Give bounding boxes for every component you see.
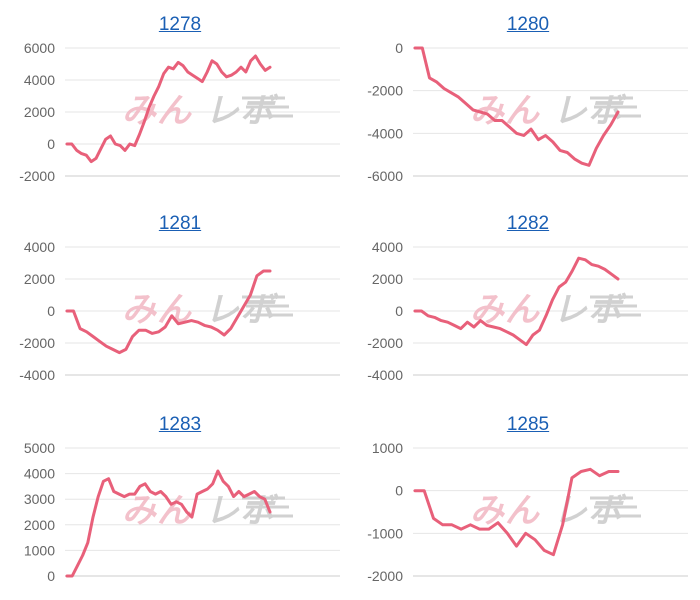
y-tick-label: -2000 <box>367 568 403 584</box>
y-tick-label: 4000 <box>372 239 403 255</box>
y-tick-label: -4000 <box>367 367 403 383</box>
watermark-left-text: みん <box>470 291 540 329</box>
series-line <box>65 269 272 355</box>
y-tick-label: -4000 <box>19 367 55 383</box>
chart-title-link[interactable]: 1278 <box>158 14 202 35</box>
chart-title-link[interactable]: 1285 <box>506 414 550 435</box>
line-chart: 6000 4000 2000 0 -2000 みん レボ <box>19 40 340 184</box>
y-tick-label: 6000 <box>24 40 55 56</box>
y-tick-label: 2000 <box>24 271 55 287</box>
chart-panel-1283: 1283 5000 4000 3000 2000 1000 0 みん レボ <box>10 400 350 595</box>
chart-title-link[interactable]: 1281 <box>158 213 202 234</box>
y-tick-label: 0 <box>47 303 55 319</box>
y-tick-label: 0 <box>47 568 55 584</box>
series-line <box>413 467 620 557</box>
y-tick-label: 1000 <box>372 440 403 456</box>
y-tick-label: 0 <box>395 483 403 499</box>
y-tick-label: -2000 <box>367 83 403 99</box>
series-line <box>413 46 620 167</box>
minrevo-watermark-logo: みん レボ <box>122 92 293 130</box>
series-line <box>413 256 620 347</box>
chart-panel-1278: 1278 6000 4000 2000 0 -2000 みん レボ <box>10 0 350 195</box>
series-line <box>65 54 272 164</box>
watermark-left-text: みん <box>122 92 192 130</box>
y-tick-label: 1000 <box>24 542 55 558</box>
y-tick-label: -6000 <box>367 168 403 184</box>
line-chart: 0 -2000 -4000 -6000 みん レボ <box>367 40 688 184</box>
chart-title-link[interactable]: 1282 <box>506 213 550 234</box>
y-tick-label: 0 <box>395 40 403 56</box>
y-tick-label: 4000 <box>24 239 55 255</box>
watermark-left-text: みん <box>470 492 540 530</box>
y-tick-label: -2000 <box>367 335 403 351</box>
y-tick-label: 5000 <box>24 440 55 456</box>
y-tick-label: 3000 <box>24 491 55 507</box>
minrevo-watermark-logo: みん レボ <box>122 492 293 530</box>
minrevo-watermark-logo: みん レボ <box>470 492 641 530</box>
chart-panel-1280: 1280 0 -2000 -4000 -6000 みん レボ <box>358 0 698 195</box>
y-tick-label: 2000 <box>372 271 403 287</box>
y-tick-label: 4000 <box>24 72 55 88</box>
chart-panel-1285: 1285 1000 0 -1000 -2000 みん レボ <box>358 400 698 595</box>
y-tick-label: 0 <box>395 303 403 319</box>
minrevo-watermark-logo: みん レボ <box>122 291 293 329</box>
y-tick-label: 0 <box>47 136 55 152</box>
line-chart: 4000 2000 0 -2000 -4000 みん レボ <box>19 239 340 383</box>
y-tick-label: -2000 <box>19 168 55 184</box>
minrevo-watermark-logo: みん レボ <box>470 92 641 130</box>
line-chart: 5000 4000 3000 2000 1000 0 みん レボ <box>24 440 340 584</box>
chart-title-link[interactable]: 1280 <box>506 14 550 35</box>
y-tick-label: -4000 <box>367 125 403 141</box>
chart-panel-1282: 1282 4000 2000 0 -2000 -4000 みん レボ <box>358 199 698 394</box>
y-tick-label: 2000 <box>24 517 55 533</box>
y-tick-label: 4000 <box>24 466 55 482</box>
y-tick-label: -2000 <box>19 335 55 351</box>
chart-panel-1281: 1281 4000 2000 0 -2000 -4000 みん レボ <box>10 199 350 394</box>
y-tick-label: -1000 <box>367 525 403 541</box>
line-chart: 1000 0 -1000 -2000 みん レボ <box>367 440 688 584</box>
series-line <box>65 469 272 578</box>
y-tick-label: 2000 <box>24 104 55 120</box>
chart-title-link[interactable]: 1283 <box>158 414 202 435</box>
watermark-left-text: みん <box>122 492 192 530</box>
